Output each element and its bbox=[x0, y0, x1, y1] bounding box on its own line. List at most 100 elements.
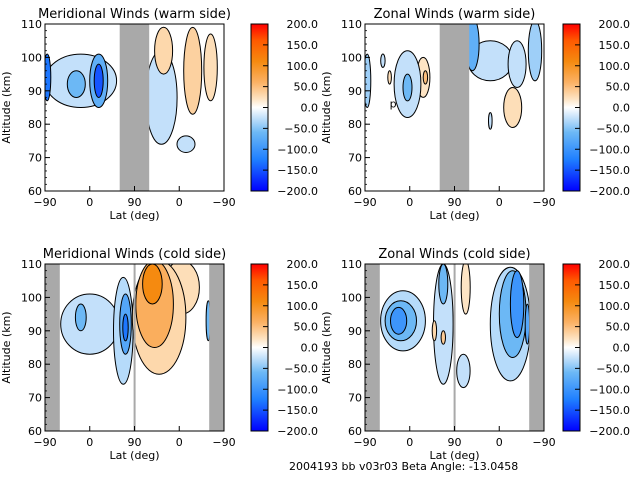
colorbar-tick-label: −50.0 bbox=[596, 362, 630, 375]
y-axis-label: Altitude (km) bbox=[320, 311, 333, 383]
x-tick-label: −90 bbox=[532, 436, 555, 449]
y-tick-label: 110 bbox=[341, 18, 362, 31]
y-tick-label: 100 bbox=[21, 51, 42, 64]
contour-region bbox=[503, 87, 523, 128]
contour-region bbox=[390, 306, 408, 335]
colorbar-tick-label: −50.0 bbox=[284, 362, 318, 375]
colorbar-tick-label: −100.0 bbox=[277, 143, 318, 156]
panel-meridional-warm: Meridional Winds (warm side) 60 70 80 90 100 1… bbox=[0, 7, 318, 222]
contour-region bbox=[524, 303, 531, 345]
contour-region bbox=[387, 70, 392, 85]
contour-region bbox=[488, 112, 493, 130]
y-tick-label: 70 bbox=[348, 392, 362, 405]
colorbar-tick-label: −200.0 bbox=[589, 425, 630, 438]
colorbar-tick-label: 200.0 bbox=[287, 258, 319, 271]
y-tick-label: 60 bbox=[28, 425, 42, 438]
x-tick-label: −90 bbox=[33, 436, 56, 449]
panel-title: Zonal Winds (warm side) bbox=[374, 7, 536, 22]
colorbar-tick-label: −100.0 bbox=[589, 143, 630, 156]
contour-region bbox=[507, 40, 527, 88]
contour-region bbox=[422, 70, 429, 85]
contour-region bbox=[93, 63, 104, 99]
y-tick-label: 110 bbox=[21, 18, 42, 31]
colorbar-tick-label: 100.0 bbox=[599, 60, 631, 73]
y-tick-label: 80 bbox=[28, 358, 42, 371]
colorbar-tick-label: 0.0 bbox=[613, 102, 631, 115]
y-tick-label: 90 bbox=[28, 325, 42, 338]
contour-region bbox=[438, 264, 449, 305]
colorbar-tick-label: 200.0 bbox=[599, 258, 631, 271]
colorbar-tick-label: 0.0 bbox=[613, 342, 631, 355]
y-tick-label: 60 bbox=[28, 185, 42, 198]
colorbar-tick-label: −150.0 bbox=[277, 164, 318, 177]
x-tick-label: 0 bbox=[86, 196, 93, 209]
colorbar-tick-label: −100.0 bbox=[277, 383, 318, 396]
x-tick-label: 0 bbox=[176, 436, 183, 449]
y-tick-label: 70 bbox=[28, 392, 42, 405]
contour-region bbox=[380, 53, 386, 68]
contour-region bbox=[74, 303, 87, 332]
contour-region bbox=[440, 330, 446, 345]
no-data-band bbox=[45, 264, 60, 431]
y-tick-label: 70 bbox=[28, 152, 42, 165]
y-tick-label: 110 bbox=[21, 258, 42, 271]
y-axis-label: Altitude (km) bbox=[0, 311, 13, 383]
footer-text: 2004193 bb v03r03 Beta Angle: -13.0458 bbox=[289, 460, 518, 473]
x-tick-label: 0 bbox=[406, 196, 413, 209]
contour-region bbox=[66, 70, 86, 98]
contour-annotation: p bbox=[390, 98, 397, 111]
y-tick-label: 90 bbox=[348, 85, 362, 98]
contour-region bbox=[456, 353, 471, 389]
no-data-band bbox=[133, 264, 136, 431]
panel-title: Meridional Winds (cold side) bbox=[43, 247, 226, 262]
y-axis-label: Altitude (km) bbox=[0, 71, 13, 143]
contour-region bbox=[203, 33, 218, 102]
x-tick-label: −90 bbox=[212, 436, 235, 449]
x-tick-label: −90 bbox=[212, 196, 235, 209]
x-tick-label: 90 bbox=[128, 196, 142, 209]
colorbar-tick-label: −100.0 bbox=[589, 383, 630, 396]
panel-zonal-cold: Zonal Winds (cold side) 60 70 80 90 100 110 −90… bbox=[320, 247, 630, 462]
no-data-band bbox=[529, 264, 544, 431]
contour-region bbox=[183, 26, 203, 115]
x-tick-label: 90 bbox=[448, 436, 462, 449]
y-tick-label: 80 bbox=[28, 118, 42, 131]
colorbar-tick-label: −200.0 bbox=[589, 185, 630, 198]
colorbar-tick-label: 150.0 bbox=[599, 279, 631, 292]
x-tick-label: 0 bbox=[496, 196, 503, 209]
colorbar-tick-label: 100.0 bbox=[287, 300, 319, 313]
y-tick-label: 90 bbox=[348, 325, 362, 338]
colorbar-tick-label: −200.0 bbox=[277, 185, 318, 198]
x-axis-label: Lat (deg) bbox=[430, 449, 480, 462]
panel-title: Meridional Winds (warm side) bbox=[38, 7, 231, 22]
x-tick-label: −90 bbox=[353, 196, 376, 209]
no-data-band bbox=[209, 264, 224, 431]
colorbar-tick-label: 0.0 bbox=[301, 102, 319, 115]
no-data-band bbox=[365, 264, 380, 431]
colorbar-tick-label: 150.0 bbox=[287, 279, 319, 292]
colorbar-tick-label: 200.0 bbox=[599, 18, 631, 31]
contour-region bbox=[509, 270, 525, 339]
y-tick-label: 70 bbox=[348, 152, 362, 165]
y-tick-label: 100 bbox=[341, 51, 362, 64]
no-data-band bbox=[439, 24, 470, 191]
x-tick-label: −90 bbox=[33, 196, 56, 209]
contour-region bbox=[154, 26, 174, 75]
contour-region bbox=[60, 293, 120, 355]
contour-region bbox=[431, 320, 438, 342]
contour-region bbox=[402, 73, 413, 102]
x-tick-label: 0 bbox=[176, 196, 183, 209]
panel-zonal-warm: p Zonal Winds (warm side) 60 70 80 90 100 110 −9… bbox=[320, 7, 630, 222]
colorbar-tick-label: −150.0 bbox=[589, 404, 630, 417]
y-tick-label: 80 bbox=[348, 118, 362, 131]
panel-title: Zonal Winds (cold side) bbox=[378, 247, 530, 262]
y-tick-label: 110 bbox=[341, 258, 362, 271]
contour-region bbox=[176, 135, 196, 153]
x-tick-label: 0 bbox=[86, 436, 93, 449]
colorbar-tick-label: 100.0 bbox=[599, 300, 631, 313]
colorbar-tick-label: 50.0 bbox=[294, 321, 319, 334]
contour-region bbox=[122, 313, 129, 342]
colorbar-tick-label: 50.0 bbox=[606, 81, 631, 94]
colorbar-tick-label: −50.0 bbox=[596, 122, 630, 135]
